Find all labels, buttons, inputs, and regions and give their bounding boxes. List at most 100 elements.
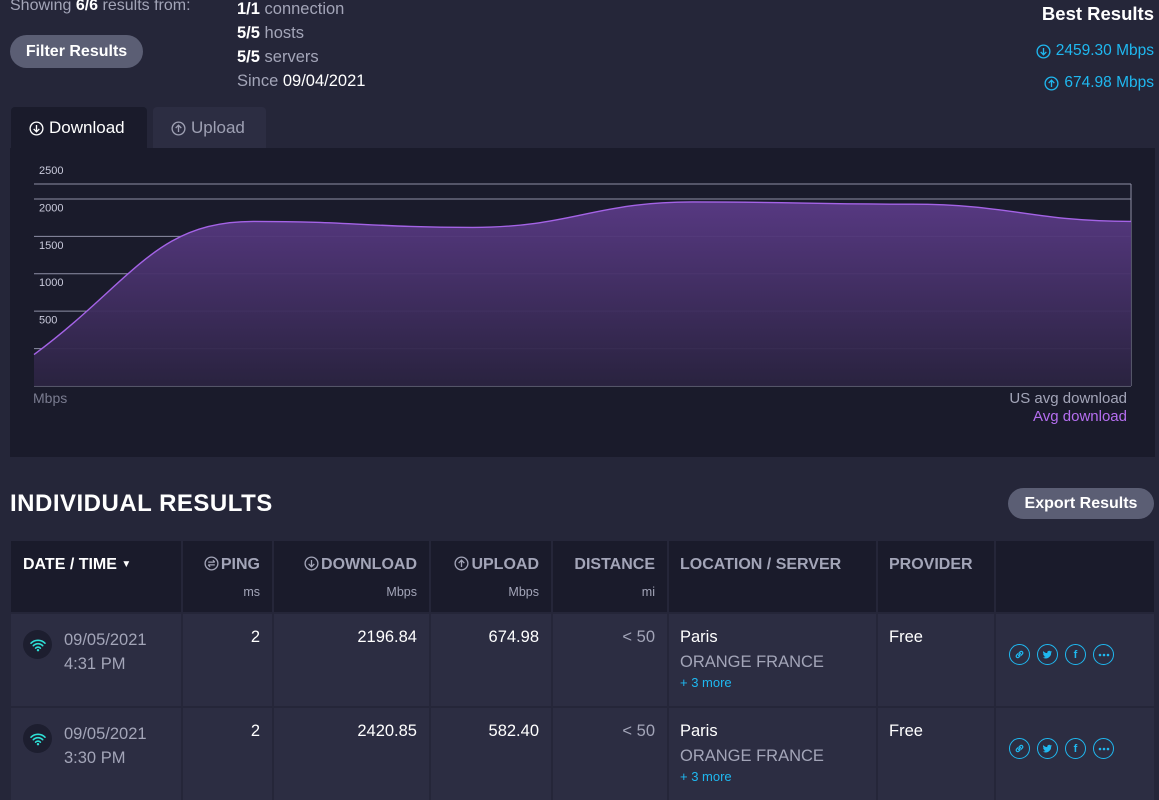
col-ping-header[interactable]: PING ms [183,541,274,612]
tab-download-label: Download [49,118,125,137]
y-tick-label: 1500 [39,240,63,252]
table-header: DATE / TIME ▼ PING ms DOWNLOAD Mbps UPLO… [11,541,1154,612]
col-download-header[interactable]: DOWNLOAD Mbps [274,541,431,612]
col-provider-label: PROVIDER [889,556,973,573]
summary-count: 6/6 [75,0,99,14]
y-axis-label: Mbps [33,390,68,406]
cell-actions: f [996,614,1154,706]
best-upload: 674.98 Mbps [1036,67,1154,99]
cell-ping: 2 [183,708,274,800]
col-location-header[interactable]: LOCATION / SERVER [669,541,878,612]
cell-date: 09/05/2021 4:31 PM [11,614,183,706]
sort-caret-icon: ▼ [121,559,132,570]
download-chart: 500 1000 1500 2000 2500 [33,165,1132,387]
location-server: ORANGE FRANCE [680,653,824,671]
link-icon[interactable] [1009,738,1030,759]
section-title: INDIVIDUAL RESULTS [10,490,273,517]
cell-location: Paris ORANGE FRANCE + 3 more [669,614,878,706]
col-actions-header [996,541,1154,612]
stat-since: Since 09/04/2021 [237,69,365,93]
datetime-text: 09/05/2021 4:31 PM [64,628,147,676]
since-date: 09/04/2021 [282,72,366,90]
link-icon[interactable] [1009,644,1030,665]
cell-upload: 582.40 [431,708,553,800]
export-results-button[interactable]: Export Results [1008,488,1154,519]
ping-unit: ms [243,585,260,599]
download-arrow-icon [304,556,319,571]
col-download-label: DOWNLOAD [321,556,417,573]
upload-arrow-icon [1044,75,1059,91]
col-distance-label: DISTANCE [574,556,655,573]
y-tick-label: 2000 [39,202,63,214]
distance-unit: mi [641,585,655,599]
cell-download: 2196.84 [274,614,431,706]
more-options-icon[interactable] [1093,644,1114,665]
more-options-icon[interactable] [1093,738,1114,759]
download-unit: Mbps [386,585,417,599]
col-distance-header[interactable]: DISTANCE mi [553,541,669,612]
wifi-icon [23,630,52,659]
twitter-icon[interactable] [1037,738,1058,759]
tab-upload[interactable]: Upload [153,107,266,149]
distance-value: < 50 [622,722,655,740]
row-date: 09/05/2021 [64,725,147,743]
table-row[interactable]: 09/05/2021 3:30 PM 2 2420.85 582.40 < 50 … [11,708,1154,800]
summary-prefix: Showing [10,0,72,14]
distance-value: < 50 [622,628,655,646]
col-upload-label: UPLOAD [471,556,539,573]
hosts-label: hosts [264,24,304,42]
best-download: 2459.30 Mbps [1036,35,1154,67]
tab-download[interactable]: Download [11,107,147,149]
y-tick-label: 2500 [39,165,63,177]
cell-location: Paris ORANGE FRANCE + 3 more [669,708,878,800]
download-arrow-icon [29,120,44,136]
summary-suffix: results from: [102,0,191,14]
avg-download-area [34,201,1131,386]
servers-count: 5/5 [237,48,260,66]
cell-upload: 674.98 [431,614,553,706]
best-results-title: Best Results [1041,3,1154,24]
cell-provider: Free [878,708,996,800]
upload-arrow-icon [171,120,186,136]
best-download-value: 2459.30 Mbps [1055,42,1154,59]
row-time: 4:31 PM [64,655,126,673]
best-upload-value: 674.98 Mbps [1064,74,1154,91]
cell-distance: < 50 [553,708,669,800]
stat-hosts: 5/5 hosts [237,21,365,45]
row-time: 3:30 PM [64,749,126,767]
connection-count: 1/1 [237,0,260,18]
stat-servers: 5/5 servers [237,45,365,69]
cell-download: 2420.85 [274,708,431,800]
hosts-count: 5/5 [237,24,260,42]
table-row[interactable]: 09/05/2021 4:31 PM 2 2196.84 674.98 < 50 … [11,614,1154,706]
legend-us-avg: US avg download [1009,390,1127,407]
wifi-icon [23,724,52,753]
upload-unit: Mbps [508,585,539,599]
legend-avg-download: Avg download [1033,408,1127,425]
cell-actions: f [996,708,1154,800]
servers-label: servers [264,48,319,66]
ping-icon [204,556,219,571]
since-label: Since [237,72,279,90]
col-date-label: DATE / TIME [23,556,117,573]
results-table: DATE / TIME ▼ PING ms DOWNLOAD Mbps UPLO… [11,541,1154,800]
col-upload-header[interactable]: UPLOAD Mbps [431,541,553,612]
facebook-icon[interactable]: f [1065,644,1086,665]
filter-results-button[interactable]: Filter Results [10,35,143,68]
facebook-icon[interactable]: f [1065,738,1086,759]
y-tick-label: 500 [39,315,57,327]
more-servers-link[interactable]: + 3 more [680,675,732,690]
col-location-label: LOCATION / SERVER [680,556,842,573]
filter-stats: 1/1 connection 5/5 hosts 5/5 servers Sin… [237,0,365,93]
results-summary: Showing 6/6 results from: [10,0,191,15]
cell-ping: 2 [183,614,274,706]
more-servers-link[interactable]: + 3 more [680,769,732,784]
twitter-icon[interactable] [1037,644,1058,665]
col-ping-label: PING [220,556,260,573]
col-provider-header[interactable]: PROVIDER [878,541,996,612]
cell-date: 09/05/2021 3:30 PM [11,708,183,800]
location-server: ORANGE FRANCE [680,747,824,765]
download-chart-panel: 500 1000 1500 2000 2500 Mbps US avg download… [10,148,1155,457]
y-tick-label: 1000 [39,277,63,289]
col-date-header[interactable]: DATE / TIME ▼ [11,541,183,612]
